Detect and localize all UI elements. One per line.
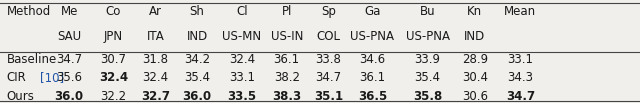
Text: Ours: Ours bbox=[6, 90, 35, 103]
Text: [10]: [10] bbox=[40, 71, 64, 84]
Text: 33.8: 33.8 bbox=[316, 53, 341, 66]
Text: 32.4: 32.4 bbox=[99, 71, 128, 84]
Text: 30.4: 30.4 bbox=[462, 71, 488, 84]
Text: Me: Me bbox=[60, 5, 78, 18]
Text: 35.4: 35.4 bbox=[415, 71, 440, 84]
Text: 38.3: 38.3 bbox=[272, 90, 301, 103]
Text: COL: COL bbox=[316, 30, 340, 43]
Text: IND: IND bbox=[186, 30, 208, 43]
Text: 34.2: 34.2 bbox=[184, 53, 210, 66]
Text: Bu: Bu bbox=[420, 5, 435, 18]
Text: 36.5: 36.5 bbox=[358, 90, 387, 103]
Text: 30.6: 30.6 bbox=[462, 90, 488, 103]
Text: 34.3: 34.3 bbox=[508, 71, 533, 84]
Text: 30.7: 30.7 bbox=[100, 53, 126, 66]
Text: Kn: Kn bbox=[467, 5, 483, 18]
Text: 36.0: 36.0 bbox=[182, 90, 212, 103]
Text: 31.8: 31.8 bbox=[143, 53, 168, 66]
Text: Ar: Ar bbox=[149, 5, 162, 18]
Text: Ga: Ga bbox=[364, 5, 381, 18]
Text: 32.7: 32.7 bbox=[141, 90, 170, 103]
Text: 32.2: 32.2 bbox=[100, 90, 126, 103]
Text: IND: IND bbox=[464, 30, 486, 43]
Text: ITA: ITA bbox=[147, 30, 164, 43]
Text: Sh: Sh bbox=[189, 5, 205, 18]
Text: 36.1: 36.1 bbox=[360, 71, 385, 84]
Text: US-PNA: US-PNA bbox=[406, 30, 449, 43]
Text: 33.5: 33.5 bbox=[227, 90, 257, 103]
Text: Mean: Mean bbox=[504, 5, 536, 18]
Text: 34.7: 34.7 bbox=[316, 71, 341, 84]
Text: 35.8: 35.8 bbox=[413, 90, 442, 103]
Text: 35.1: 35.1 bbox=[314, 90, 343, 103]
Text: Sp: Sp bbox=[321, 5, 336, 18]
Text: US-IN: US-IN bbox=[271, 30, 303, 43]
Text: 32.4: 32.4 bbox=[143, 71, 168, 84]
Text: Pl: Pl bbox=[282, 5, 292, 18]
Text: 34.6: 34.6 bbox=[360, 53, 385, 66]
Text: 33.1: 33.1 bbox=[229, 71, 255, 84]
Text: JPN: JPN bbox=[104, 30, 123, 43]
Text: 35.4: 35.4 bbox=[184, 71, 210, 84]
Text: 33.1: 33.1 bbox=[508, 53, 533, 66]
Text: US-MN: US-MN bbox=[222, 30, 262, 43]
Text: Cl: Cl bbox=[236, 5, 248, 18]
Text: 38.2: 38.2 bbox=[274, 71, 300, 84]
Text: 36.0: 36.0 bbox=[54, 90, 84, 103]
Text: Co: Co bbox=[106, 5, 121, 18]
Text: 34.7: 34.7 bbox=[506, 90, 535, 103]
Text: US-PNA: US-PNA bbox=[351, 30, 394, 43]
Text: Baseline: Baseline bbox=[6, 53, 57, 66]
Text: 33.9: 33.9 bbox=[415, 53, 440, 66]
Text: 36.1: 36.1 bbox=[274, 53, 300, 66]
Text: SAU: SAU bbox=[57, 30, 81, 43]
Text: 32.4: 32.4 bbox=[229, 53, 255, 66]
Text: Method: Method bbox=[6, 5, 51, 18]
Text: 34.7: 34.7 bbox=[56, 53, 82, 66]
Text: 28.9: 28.9 bbox=[462, 53, 488, 66]
Text: 35.6: 35.6 bbox=[56, 71, 82, 84]
Text: CIR: CIR bbox=[6, 71, 26, 84]
